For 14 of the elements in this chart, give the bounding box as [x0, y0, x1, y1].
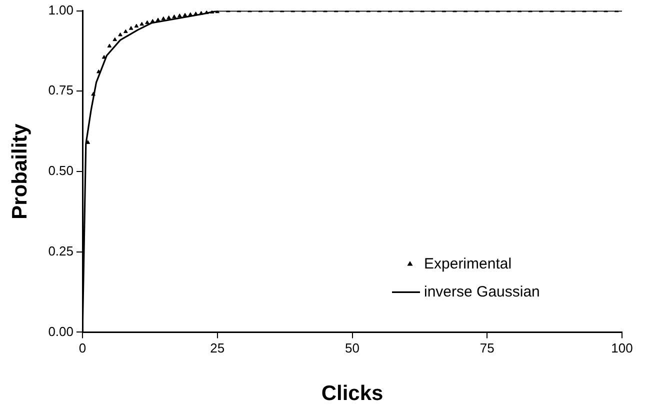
y-tick-label: 0.00 — [48, 324, 74, 339]
legend-label: inverse Gaussian — [424, 283, 540, 300]
x-tick-label: 25 — [210, 340, 225, 356]
y-tick-label: 0.75 — [48, 82, 74, 98]
y-tick-label: 1.00 — [48, 2, 74, 18]
x-tick-label: 75 — [480, 340, 494, 356]
x-tick-label: 100 — [611, 340, 633, 356]
y-tick-label: 0.50 — [48, 163, 74, 178]
x-axis-title: Clicks — [321, 382, 384, 406]
x-tick-label: 50 — [345, 340, 360, 356]
x-tick-label: 0 — [78, 340, 86, 356]
y-tick-label: 0.25 — [48, 243, 74, 258]
legend-label: Experimental — [424, 255, 512, 272]
y-axis-title: Probaility — [8, 123, 32, 220]
